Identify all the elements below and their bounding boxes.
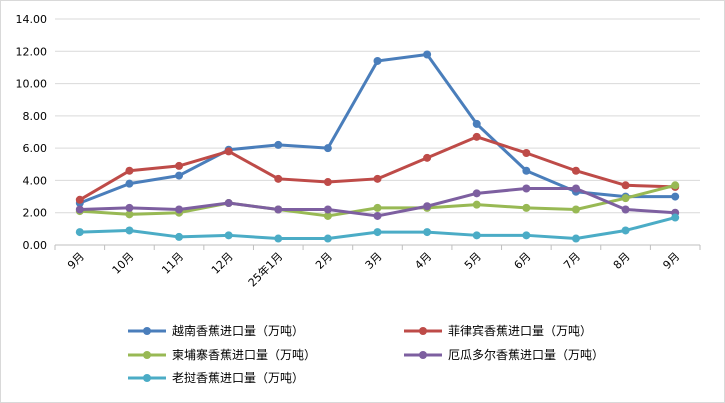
x-tick-label: 4月 bbox=[412, 250, 434, 272]
data-point bbox=[571, 184, 580, 193]
legend-label: 老挝香蕉进口量（万吨） bbox=[172, 371, 304, 385]
x-tick-label: 9月 bbox=[660, 250, 682, 272]
data-point bbox=[522, 148, 531, 157]
y-tick-label: 0.00 bbox=[23, 239, 48, 252]
data-point bbox=[472, 119, 481, 128]
x-tick-label: 6月 bbox=[512, 250, 534, 272]
data-point bbox=[571, 166, 580, 175]
data-point bbox=[472, 200, 481, 209]
y-tick-label: 10.00 bbox=[16, 78, 48, 91]
data-point bbox=[125, 226, 134, 235]
data-point bbox=[522, 184, 531, 193]
data-point bbox=[75, 205, 84, 214]
legend-label: 柬埔寨香蕉进口量（万吨） bbox=[172, 347, 316, 362]
data-point bbox=[323, 211, 332, 220]
legend-swatch-marker bbox=[143, 327, 151, 335]
data-point bbox=[175, 171, 184, 180]
x-tick-label: 9月 bbox=[65, 250, 87, 272]
data-point bbox=[175, 205, 184, 214]
data-point bbox=[522, 166, 531, 175]
data-point bbox=[75, 228, 84, 237]
x-tick-label: 25年1月 bbox=[245, 249, 285, 289]
x-tick-label: 8月 bbox=[611, 250, 633, 272]
data-point bbox=[621, 181, 630, 190]
data-point bbox=[671, 181, 680, 190]
data-point bbox=[125, 179, 134, 188]
data-point bbox=[671, 192, 680, 201]
data-point bbox=[125, 166, 134, 175]
data-point bbox=[373, 211, 382, 220]
data-point bbox=[274, 234, 283, 243]
data-point bbox=[373, 228, 382, 237]
x-tick-label: 12月 bbox=[209, 250, 236, 277]
data-point bbox=[472, 231, 481, 240]
data-point bbox=[671, 213, 680, 222]
data-point bbox=[571, 234, 580, 243]
data-point bbox=[224, 199, 233, 208]
data-point bbox=[323, 144, 332, 153]
data-point bbox=[423, 228, 432, 237]
data-point bbox=[373, 56, 382, 65]
y-tick-label: 14.00 bbox=[16, 13, 48, 26]
data-point bbox=[423, 153, 432, 162]
legend-swatch-marker bbox=[419, 351, 427, 359]
legend-label: 菲律宾香蕉进口量（万吨） bbox=[448, 323, 592, 338]
legend-label: 越南香蕉进口量（万吨） bbox=[172, 323, 304, 338]
data-point bbox=[274, 140, 283, 149]
data-point bbox=[373, 203, 382, 212]
y-tick-label: 8.00 bbox=[23, 110, 48, 123]
data-point bbox=[522, 203, 531, 212]
x-tick-label: 10月 bbox=[110, 250, 137, 277]
y-tick-label: 2.00 bbox=[23, 207, 48, 220]
data-point bbox=[423, 50, 432, 59]
y-tick-label: 4.00 bbox=[23, 174, 48, 187]
data-point bbox=[175, 161, 184, 170]
data-point bbox=[274, 174, 283, 183]
legend-swatch-marker bbox=[419, 327, 427, 335]
legend-swatch-marker bbox=[143, 351, 151, 359]
data-point bbox=[125, 203, 134, 212]
x-tick-label: 3月 bbox=[363, 250, 385, 272]
data-point bbox=[571, 205, 580, 214]
y-tick-label: 12.00 bbox=[16, 45, 48, 58]
x-tick-label: 7月 bbox=[561, 250, 583, 272]
data-point bbox=[175, 232, 184, 241]
data-point bbox=[621, 194, 630, 203]
series-line-1 bbox=[78, 135, 677, 202]
legend-swatch-marker bbox=[143, 374, 151, 382]
data-point bbox=[323, 234, 332, 243]
y-tick-label: 6.00 bbox=[23, 142, 48, 155]
data-point bbox=[323, 178, 332, 187]
legend-label: 厄瓜多尔香蕉进口量（万吨） bbox=[448, 347, 604, 362]
data-point bbox=[472, 132, 481, 141]
data-point bbox=[75, 195, 84, 204]
data-point bbox=[125, 210, 134, 219]
data-point bbox=[323, 205, 332, 214]
data-point bbox=[621, 226, 630, 235]
data-point bbox=[224, 231, 233, 240]
x-tick-label: 11月 bbox=[159, 250, 186, 277]
data-point bbox=[522, 231, 531, 240]
data-point bbox=[423, 202, 432, 211]
x-tick-label: 5月 bbox=[462, 250, 484, 272]
x-tick-label: 2月 bbox=[313, 250, 335, 272]
data-point bbox=[373, 174, 382, 183]
data-point bbox=[274, 205, 283, 214]
data-point bbox=[224, 147, 233, 156]
data-point bbox=[472, 189, 481, 198]
data-point bbox=[621, 205, 630, 214]
